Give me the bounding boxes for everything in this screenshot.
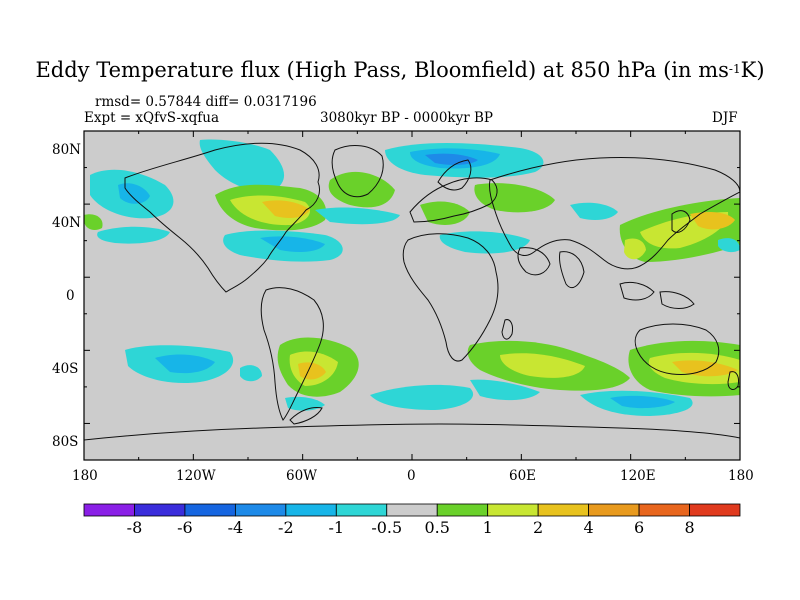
x-tick-label: 0 [407,468,416,484]
anomaly-fields [84,139,740,416]
y-tick-label: 80S [52,434,79,450]
season-text: DJF [712,110,738,126]
x-tick-label: 120E [620,468,656,484]
colorbar-label: -2 [278,518,294,537]
x-tick-label: 60W [286,468,318,484]
colorbar-swatch [134,503,186,517]
colorbar-swatch [184,503,236,517]
colorbar-label: 6 [633,518,645,537]
colorbar-label: 4 [583,518,594,537]
colorbar-swatch [689,503,741,517]
period-text: 3080kyr BP - 0000kyr BP [320,110,493,126]
x-tick-label: 60E [509,468,537,484]
x-tick-label: 180 [72,468,98,484]
colorbar-swatch [285,503,337,517]
colorbar-label: -4 [227,518,244,537]
colorbar-swatch [83,503,135,517]
colorbar-label: 2 [533,518,544,537]
colorbar-swatch [386,503,438,517]
colorbar-label: 0.5 [424,518,450,537]
colorbar-swatch [335,503,388,517]
colorbar-swatch [537,503,590,517]
coastlines [84,142,740,441]
colorbar-swatch [234,503,287,517]
colorbar-swatch [588,503,640,517]
x-tick-label: 180 [728,468,754,484]
colorbar-label: -0.5 [371,518,403,537]
x-tick-label: 120W [176,468,216,484]
axis-ticks [83,130,741,461]
colorbar-label: 1 [482,518,493,537]
colorbar [83,503,741,517]
colorbar-label: 8 [684,518,695,537]
rmsd-text: rmsd= 0.57844 diff= 0.0317196 [95,94,317,110]
y-tick-label: 40N [52,215,81,231]
plot-title: Eddy Temperature flux (High Pass, Bloomf… [35,58,765,82]
y-tick-label: 0 [66,288,75,304]
colorbar-swatch [638,503,690,517]
colorbar-swatch [436,503,489,517]
colorbar-label: -8 [126,518,143,537]
colorbar-label: -6 [177,518,193,537]
colorbar-swatch [487,503,539,517]
y-tick-label: 40S [52,361,79,377]
y-tick-label: 80N [52,142,81,158]
experiment-text: Expt = xQfvS-xqfua [84,110,220,126]
colorbar-label: -1 [328,518,345,537]
